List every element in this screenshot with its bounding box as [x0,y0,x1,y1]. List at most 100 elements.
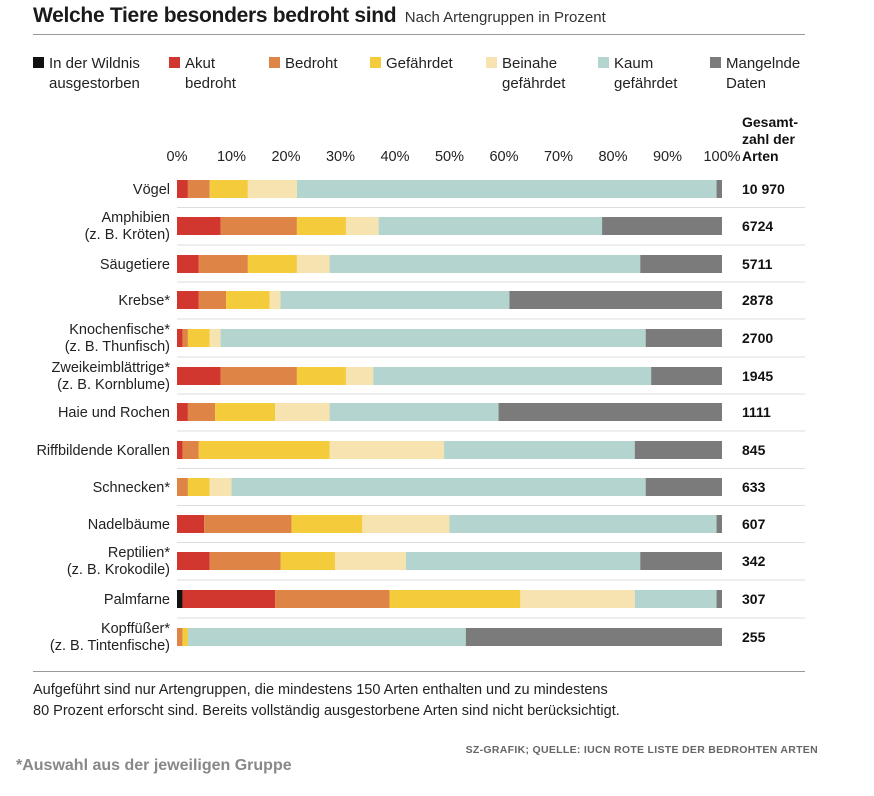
category-label: (z. B. Kornblume) [57,377,170,393]
legend-label: Gefährdet [386,55,453,72]
bar-segment [177,291,199,309]
total-value: 5711 [742,256,773,272]
header-rule [33,34,805,35]
bar-segment [209,329,221,347]
bar-segment [602,217,722,235]
legend-swatch [370,57,381,68]
bar-segment [177,552,210,570]
bar-segment [220,367,297,385]
note-line: Aufgeführt sind nur Artengruppen, die mi… [33,682,608,698]
bar-segment [275,403,330,421]
bar-segment [231,478,646,496]
bar-segment [716,180,722,198]
x-tick-label: 60% [489,149,518,165]
bar-segment [373,367,652,385]
category-label: Palmfarne [104,592,170,608]
bar-segment [296,180,717,198]
footer-rule [33,671,805,672]
bar-segment [716,590,722,608]
bar-segment [362,515,450,533]
bar-segment [198,255,248,273]
bar-segment [247,255,297,273]
x-tick-label: 70% [544,149,573,165]
bar-segment [187,628,466,646]
bar-segment [198,291,227,309]
bar-segment [378,217,603,235]
bar-segment [329,403,499,421]
bar-segment [177,255,199,273]
legend-label: Mangelnde Daten [726,55,801,92]
legend-item: In der Wildnis ausgestorben [33,54,140,94]
legend-swatch [486,57,497,68]
category-label: Reptilien* [108,545,170,561]
bar-segment [291,515,363,533]
total-value: 845 [742,442,766,458]
legend-swatch [33,57,44,68]
category-label: Amphibien [101,210,170,226]
x-tick-label: 80% [598,149,627,165]
totals-header: zahl der [742,131,795,147]
stacked-bar-chart: 0% 10% 20% 30% 40% 50% 60% 70% 80% 90% 100% Gesamt-… [36,114,805,654]
total-value: 6724 [742,218,773,234]
bar-segment [634,441,722,459]
x-tick-label: 40% [380,149,409,165]
bar-segment [405,552,641,570]
bar-segment [329,441,445,459]
bar-segment [634,590,717,608]
chart-subtitle: Nach Artengruppen in Prozent [404,9,606,26]
note-line: 80 Prozent erforscht sind. Bereits volls… [33,703,620,719]
bar-segment [247,180,297,198]
bar-segment [296,255,330,273]
category-label: (z. B. Tintenfische) [50,638,170,654]
bar-segment [209,552,281,570]
bar-segment [280,291,510,309]
chart-note: Aufgeführt sind nur Artengruppen, die mi… [33,680,753,722]
bar-segment [220,329,646,347]
x-tick-label: 30% [326,149,355,165]
legend-item: Bedroht [269,54,338,74]
total-value: 307 [742,591,766,607]
bar-segment [187,180,210,198]
bar-segment [220,217,297,235]
bar-segment [204,515,292,533]
bar-segment [345,367,374,385]
bar-segment [177,441,183,459]
bar-segment [509,291,722,309]
bar-segment [296,367,346,385]
bar-segment [177,329,183,347]
x-tick-label: 100% [703,149,740,165]
legend-item: Gefährdet [370,54,453,74]
bar-segment [209,478,232,496]
bar-segment [716,515,722,533]
legend: In der Wildnis ausgestorben Akut bedroht B… [33,54,813,98]
category-label: Nadelbäume [88,517,170,533]
category-label: Krebse* [118,293,170,309]
bar-segment [182,441,199,459]
legend-item: Akut bedroht [169,54,236,94]
bar-segment [177,515,205,533]
total-value: 607 [742,516,766,532]
category-label: Knochenfische* [69,322,170,338]
bar-segment [280,552,336,570]
bar-segment [177,180,188,198]
bar-segment [177,628,183,646]
totals-header: Gesamt- [742,114,798,130]
bar-segment [329,255,641,273]
category-label: Schnecken* [93,480,171,496]
bar-segment [520,590,635,608]
legend-item: Beinahe gefährdet [486,54,565,94]
total-value: 255 [742,629,766,645]
source-credit: SZ-GRAFIK; QUELLE: IUCN ROTE LISTE DER B… [465,744,818,756]
bar-segment [640,552,722,570]
legend-swatch [269,57,280,68]
bar-segment [335,552,406,570]
category-label: Säugetiere [100,257,170,273]
legend-item: Kaum gefährdet [598,54,677,94]
legend-label: Bedroht [285,55,338,72]
x-tick-label: 90% [653,149,682,165]
bar-segment [449,515,717,533]
legend-item: Mangelnde Daten [710,54,800,94]
bar-segment [465,628,722,646]
bar-segment [651,367,722,385]
legend-label: Akut bedroht [185,55,236,92]
